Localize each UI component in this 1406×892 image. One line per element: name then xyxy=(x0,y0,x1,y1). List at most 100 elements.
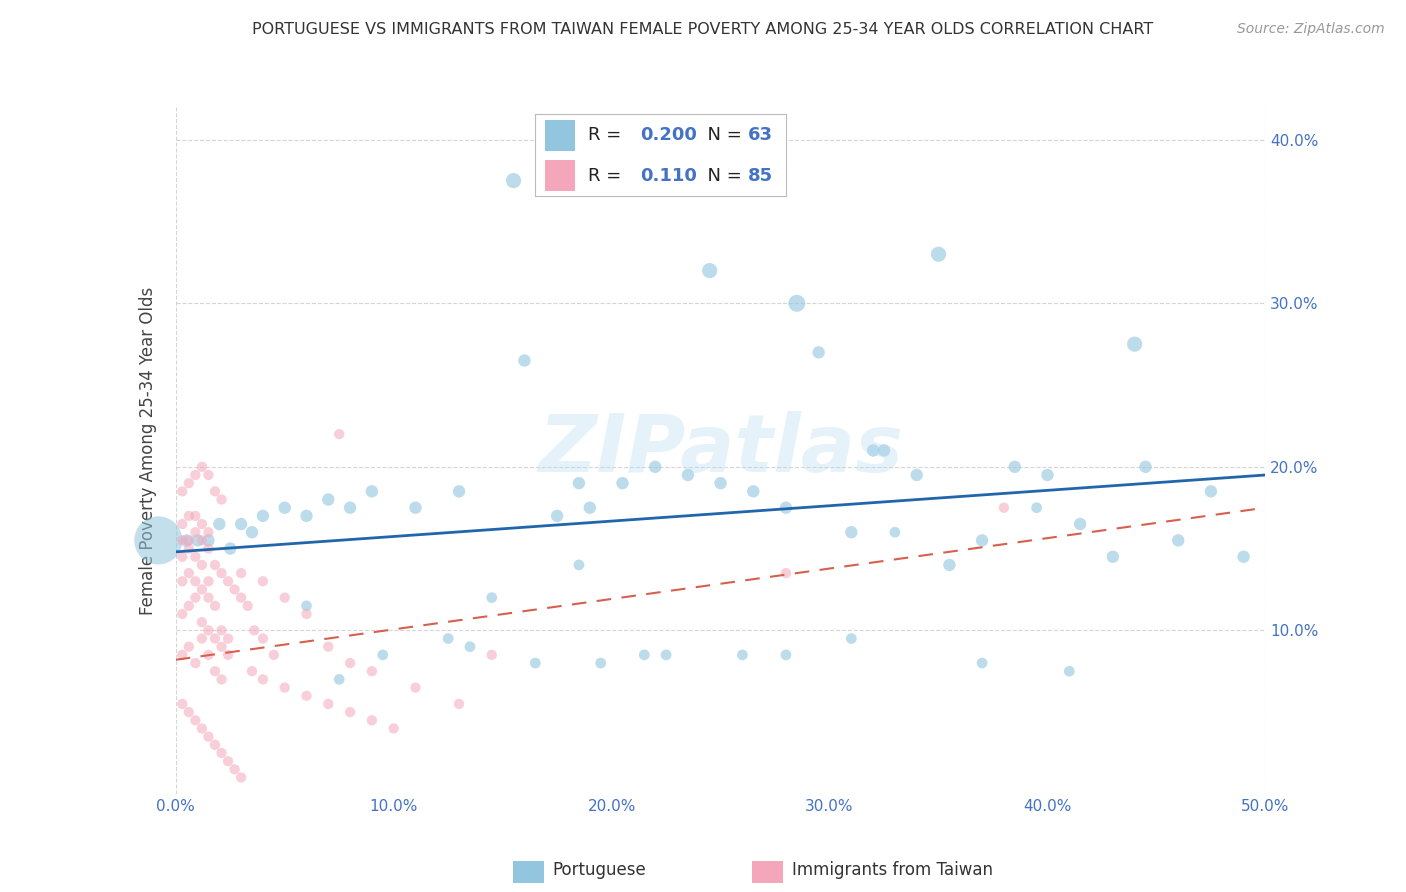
Point xyxy=(197,730,219,744)
Point xyxy=(458,640,481,654)
Point xyxy=(328,673,350,687)
Point xyxy=(546,508,568,523)
Point xyxy=(252,632,274,646)
Point xyxy=(231,771,253,785)
Point xyxy=(191,558,214,572)
Point xyxy=(197,591,219,605)
Point xyxy=(236,599,259,613)
Point xyxy=(786,296,808,310)
Point xyxy=(1036,467,1059,482)
Y-axis label: Female Poverty Among 25-34 Year Olds: Female Poverty Among 25-34 Year Olds xyxy=(139,286,157,615)
Point xyxy=(274,681,297,695)
Point xyxy=(318,640,340,654)
Point xyxy=(177,533,200,548)
Point xyxy=(191,516,214,531)
Point xyxy=(243,624,266,638)
Point xyxy=(172,648,194,662)
Point xyxy=(172,697,194,711)
Point xyxy=(191,722,214,736)
Point xyxy=(295,599,318,613)
Point xyxy=(172,516,194,531)
Point xyxy=(993,500,1015,515)
Point xyxy=(775,500,797,515)
Point xyxy=(481,591,503,605)
Point xyxy=(710,476,733,491)
Point xyxy=(184,467,207,482)
Point xyxy=(328,427,350,442)
Point xyxy=(211,566,233,580)
Point xyxy=(360,664,382,679)
Text: PORTUGUESE VS IMMIGRANTS FROM TAIWAN FEMALE POVERTY AMONG 25-34 YEAR OLDS CORREL: PORTUGUESE VS IMMIGRANTS FROM TAIWAN FEM… xyxy=(252,22,1154,37)
Point xyxy=(172,533,194,548)
Point xyxy=(211,640,233,654)
Point xyxy=(197,525,219,540)
Point xyxy=(204,664,226,679)
Point xyxy=(775,566,797,580)
Text: Portuguese: Portuguese xyxy=(553,861,647,879)
Point xyxy=(231,516,253,531)
Point xyxy=(884,525,907,540)
Point xyxy=(172,607,194,621)
Point xyxy=(219,541,242,556)
Point xyxy=(197,467,219,482)
Point xyxy=(1069,516,1091,531)
Point xyxy=(382,722,405,736)
Point xyxy=(208,516,231,531)
Point xyxy=(211,492,233,507)
Point xyxy=(204,484,226,499)
Point xyxy=(197,648,219,662)
Point xyxy=(211,624,233,638)
Point xyxy=(742,484,765,499)
Point xyxy=(524,656,547,670)
Point xyxy=(405,500,427,515)
Point xyxy=(633,648,655,662)
Point xyxy=(1167,533,1189,548)
Point xyxy=(184,508,207,523)
Point xyxy=(568,476,591,491)
Point xyxy=(177,640,200,654)
Point xyxy=(502,173,524,188)
Point xyxy=(252,574,274,589)
Point xyxy=(197,541,219,556)
Point xyxy=(371,648,394,662)
Point xyxy=(339,500,361,515)
Point xyxy=(240,664,263,679)
Point xyxy=(447,697,470,711)
Point xyxy=(568,558,591,572)
Point xyxy=(177,508,200,523)
Point xyxy=(1123,337,1146,351)
Point xyxy=(295,689,318,703)
Point xyxy=(204,738,226,752)
Point xyxy=(231,566,253,580)
Point xyxy=(186,533,209,548)
Point xyxy=(231,591,253,605)
Point xyxy=(807,345,830,359)
Point xyxy=(655,648,678,662)
Point xyxy=(217,648,239,662)
Point xyxy=(211,673,233,687)
Point xyxy=(1004,459,1026,474)
Point xyxy=(1102,549,1125,564)
Point xyxy=(481,648,503,662)
Point xyxy=(224,762,246,776)
Point xyxy=(676,467,699,482)
Point xyxy=(318,492,340,507)
Point xyxy=(211,746,233,760)
Point xyxy=(177,705,200,719)
Point xyxy=(172,484,194,499)
Point xyxy=(295,607,318,621)
Point xyxy=(775,648,797,662)
Point xyxy=(589,656,612,670)
Point xyxy=(841,632,863,646)
Point xyxy=(191,632,214,646)
Point xyxy=(1025,500,1047,515)
Point xyxy=(339,705,361,719)
Point xyxy=(970,533,993,548)
Point xyxy=(197,533,219,548)
Point xyxy=(172,549,194,564)
Point xyxy=(197,624,219,638)
Point xyxy=(191,533,214,548)
Point xyxy=(184,656,207,670)
Text: Source: ZipAtlas.com: Source: ZipAtlas.com xyxy=(1237,22,1385,37)
Point xyxy=(970,656,993,670)
